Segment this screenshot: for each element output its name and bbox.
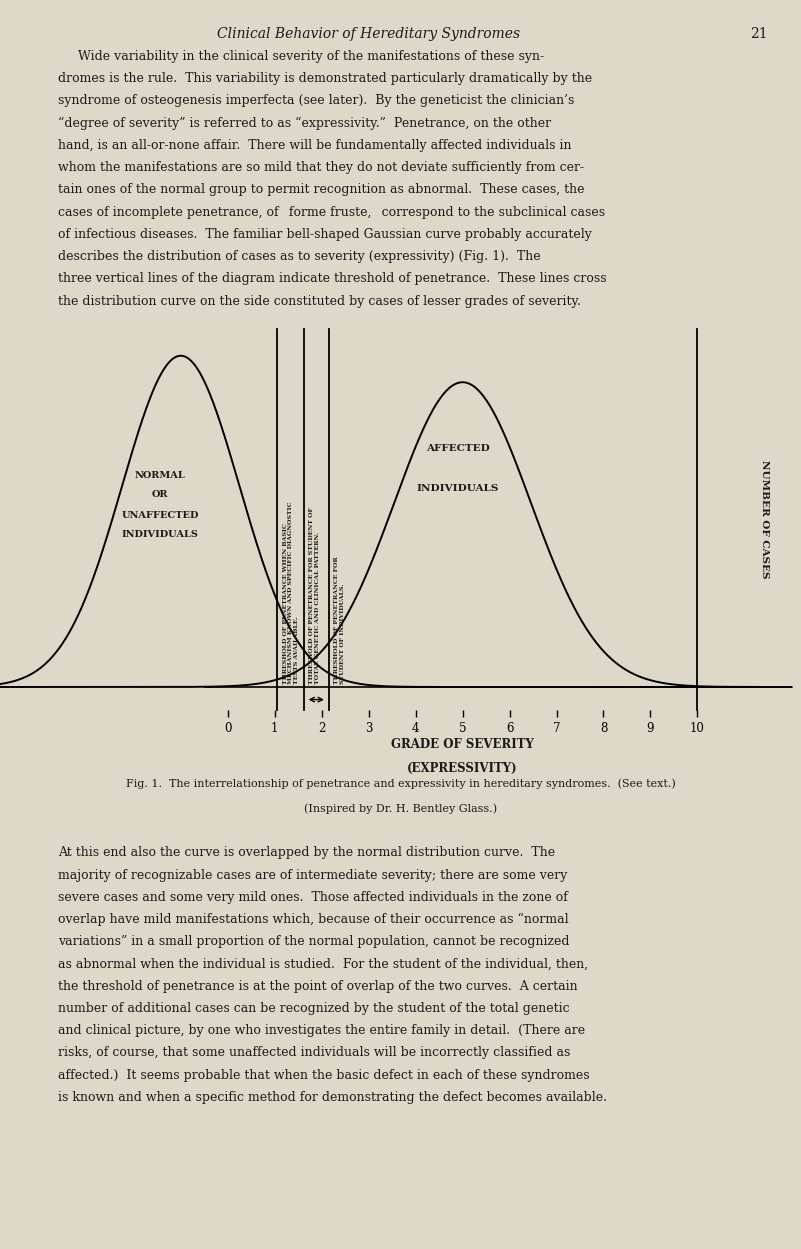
Text: majority of recognizable cases are of intermediate severity; there are some very: majority of recognizable cases are of in… bbox=[58, 868, 567, 882]
Text: overlap have mild manifestations which, because of their occurrence as “normal: overlap have mild manifestations which, … bbox=[58, 913, 568, 927]
Text: INDIVIDUALS: INDIVIDUALS bbox=[417, 483, 499, 493]
Text: Clinical Behavior of Hereditary Syndromes: Clinical Behavior of Hereditary Syndrome… bbox=[217, 27, 520, 41]
Text: 21: 21 bbox=[750, 27, 767, 41]
Text: (EXPRESSIVITY): (EXPRESSIVITY) bbox=[407, 762, 518, 774]
Text: of infectious diseases.  The familiar bell-shaped Gaussian curve probably accura: of infectious diseases. The familiar bel… bbox=[58, 227, 592, 241]
Text: is known and when a specific method for demonstrating the defect becomes availab: is known and when a specific method for … bbox=[58, 1090, 606, 1104]
Text: NORMAL: NORMAL bbox=[135, 471, 186, 481]
Text: the threshold of penetrance is at the point of overlap of the two curves.  A cer: the threshold of penetrance is at the po… bbox=[58, 979, 578, 993]
Text: the distribution curve on the side constituted by cases of lesser grades of seve: the distribution curve on the side const… bbox=[58, 295, 581, 307]
Text: UNAFFECTED: UNAFFECTED bbox=[122, 511, 199, 521]
Text: as abnormal when the individual is studied.  For the student of the individual, : as abnormal when the individual is studi… bbox=[58, 958, 588, 970]
Text: syndrome of osteogenesis imperfecta (see later).  By the geneticist the clinicia: syndrome of osteogenesis imperfecta (see… bbox=[58, 95, 574, 107]
Text: OR: OR bbox=[152, 490, 168, 500]
Text: THRESHOLD OF PENETRANCE FOR
STUDENT OF INDIVIDUALS.: THRESHOLD OF PENETRANCE FOR STUDENT OF I… bbox=[334, 556, 345, 683]
Text: THRESHOLD OF PENETRANCE FOR STUDENT OF
TOTAL GENETIC AND CLINICAL PATTERN.: THRESHOLD OF PENETRANCE FOR STUDENT OF T… bbox=[309, 507, 320, 683]
Text: Fig. 1.  The interrelationship of penetrance and expressivity in hereditary synd: Fig. 1. The interrelationship of penetra… bbox=[126, 779, 675, 789]
Text: variations” in a small proportion of the normal population, cannot be recognized: variations” in a small proportion of the… bbox=[58, 936, 570, 948]
Text: NUMBER OF CASES: NUMBER OF CASES bbox=[760, 461, 770, 580]
Text: THRESHOLD OF PENETRANCE WHEN BASIC
MECHANISM KNOWN AND SPECIFIC DIAGNOSTIC
TESTS: THRESHOLD OF PENETRANCE WHEN BASIC MECHA… bbox=[283, 501, 300, 683]
Text: At this end also the curve is overlapped by the normal distribution curve.  The: At this end also the curve is overlapped… bbox=[58, 847, 555, 859]
Text: INDIVIDUALS: INDIVIDUALS bbox=[122, 530, 199, 540]
Text: Wide variability in the clinical severity of the manifestations of these syn-: Wide variability in the clinical severit… bbox=[58, 50, 544, 62]
Text: and clinical picture, by one who investigates the entire family in detail.  (The: and clinical picture, by one who investi… bbox=[58, 1024, 585, 1037]
Text: affected.)  It seems probable that when the basic defect in each of these syndro: affected.) It seems probable that when t… bbox=[58, 1069, 590, 1082]
Text: “degree of severity” is referred to as “expressivity.”  Penetrance, on the other: “degree of severity” is referred to as “… bbox=[58, 116, 551, 130]
Text: severe cases and some very mild ones.  Those affected individuals in the zone of: severe cases and some very mild ones. Th… bbox=[58, 891, 568, 904]
Text: number of additional cases can be recognized by the student of the total genetic: number of additional cases can be recogn… bbox=[58, 1002, 570, 1015]
Text: (Inspired by Dr. H. Bentley Glass.): (Inspired by Dr. H. Bentley Glass.) bbox=[304, 804, 497, 814]
Text: whom the manifestations are so mild that they do not deviate sufficiently from c: whom the manifestations are so mild that… bbox=[58, 161, 584, 174]
Text: three vertical lines of the diagram indicate threshold of penetrance.  These lin: three vertical lines of the diagram indi… bbox=[58, 272, 606, 285]
Text: hand, is an all-or-none affair.  There will be fundamentally affected individual: hand, is an all-or-none affair. There wi… bbox=[58, 139, 571, 152]
Text: cases of incomplete penetrance, of  forme fruste,  correspond to the subclinical: cases of incomplete penetrance, of forme… bbox=[58, 206, 605, 219]
Text: AFFECTED: AFFECTED bbox=[426, 443, 489, 453]
Text: GRADE OF SEVERITY: GRADE OF SEVERITY bbox=[391, 738, 534, 752]
Text: risks, of course, that some unaffected individuals will be incorrectly classifie: risks, of course, that some unaffected i… bbox=[58, 1047, 570, 1059]
Text: dromes is the rule.  This variability is demonstrated particularly dramatically : dromes is the rule. This variability is … bbox=[58, 72, 592, 85]
Text: tain ones of the normal group to permit recognition as abnormal.  These cases, t: tain ones of the normal group to permit … bbox=[58, 184, 584, 196]
Text: describes the distribution of cases as to severity (expressivity) (Fig. 1).  The: describes the distribution of cases as t… bbox=[58, 250, 541, 264]
